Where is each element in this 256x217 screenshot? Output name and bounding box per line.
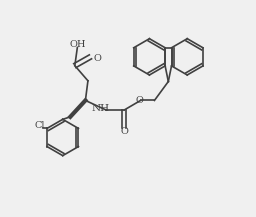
Text: OH: OH xyxy=(70,40,86,49)
Text: O: O xyxy=(120,127,128,136)
Text: O: O xyxy=(135,96,143,105)
Text: O: O xyxy=(93,54,101,62)
Text: Cl: Cl xyxy=(35,121,45,130)
Text: NH: NH xyxy=(91,104,110,113)
